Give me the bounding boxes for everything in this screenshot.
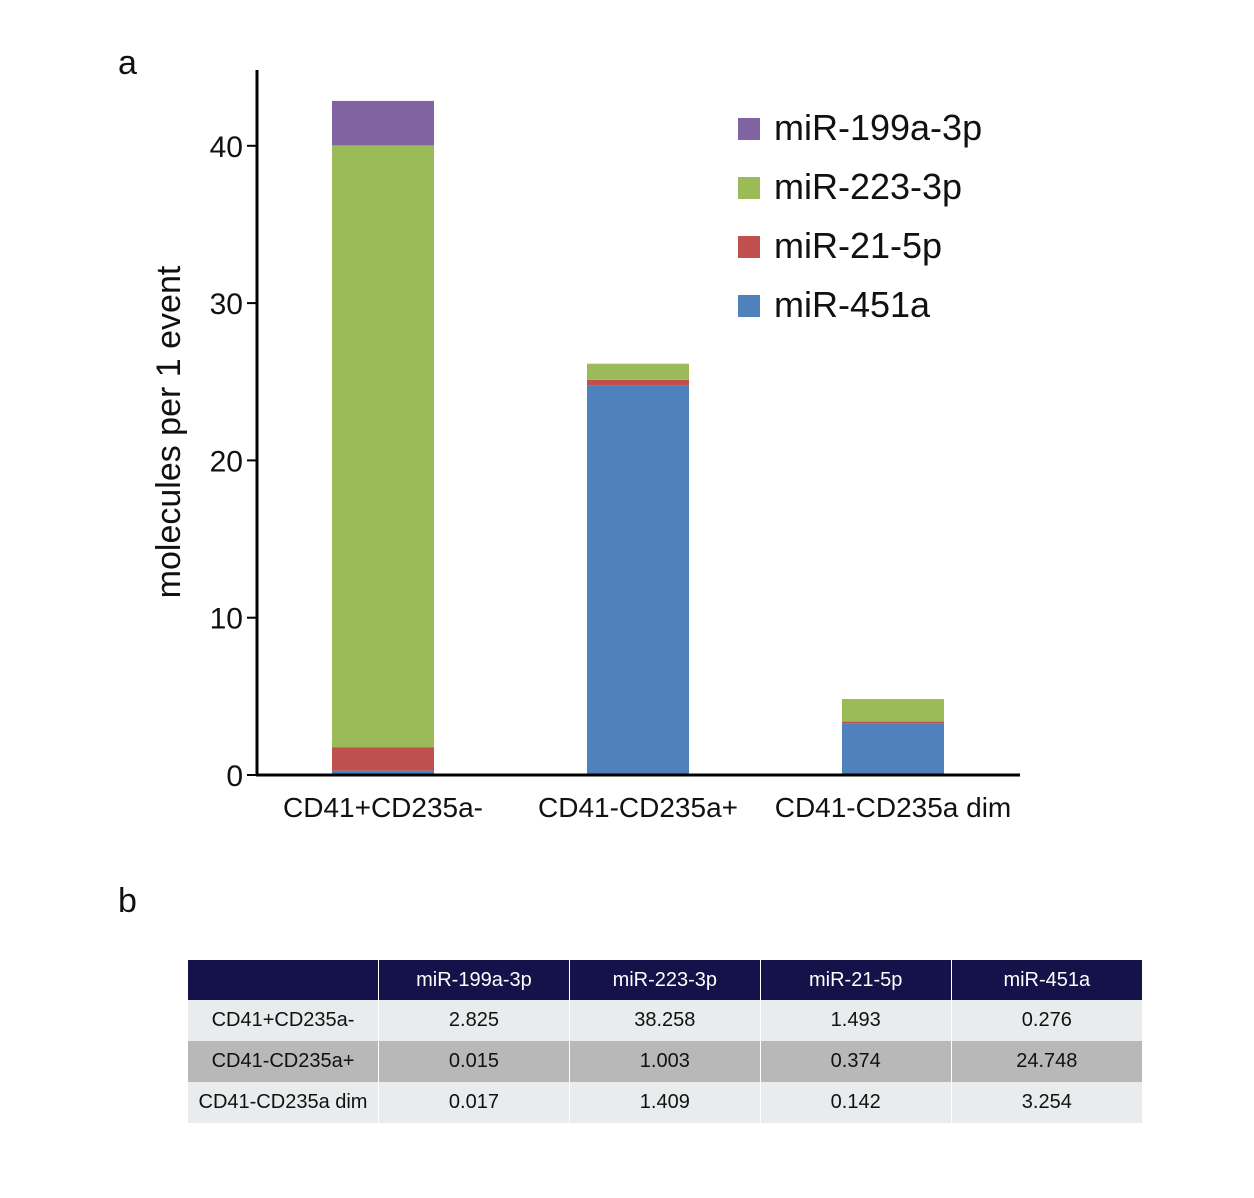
x-category-label: CD41-CD235a dim [775,792,1012,823]
table-cell: 3.254 [950,1082,1142,1123]
table-cell: 1.003 [568,1041,761,1082]
table-header-cell [188,960,379,1000]
bar-segment [587,385,689,775]
table-header-cell: miR-199a-3p [378,960,570,1000]
bar-segment [842,723,944,775]
table-header-cell: miR-451a [950,960,1142,1000]
legend-swatch [738,118,760,140]
table-cell: 1.409 [568,1082,761,1123]
stacked-bar-chart: 0 10 20 30 40 CD41+CD235a- CD41-CD235a+ CD41-CD… [150,70,1020,823]
y-axis-title: molecules per 1 event [150,265,188,598]
bar-segment [332,747,434,771]
y-tick-label: 10 [210,603,243,636]
y-tick-label: 20 [210,445,243,478]
bar-segment [332,100,434,146]
table-cell: 1.493 [759,1000,952,1041]
legend-swatch [738,236,760,258]
table-cell: 0.015 [378,1041,570,1082]
table-header-cell: miR-21-5p [759,960,952,1000]
table-row-label: CD41+CD235a- [188,1000,379,1041]
table-row: CD41-CD235a+ 0.015 1.003 0.374 24.748 [188,1041,1142,1082]
legend-swatch [738,177,760,199]
table-cell: 0.374 [759,1041,952,1082]
table-row-label: CD41-CD235a+ [188,1041,379,1082]
table-cell: 0.142 [759,1082,952,1123]
table-cell: 38.258 [568,1000,761,1041]
legend-label: miR-21-5p [774,225,942,266]
y-tick-label: 30 [210,288,243,321]
table-cell: 0.017 [378,1082,570,1123]
bar-segment [332,770,434,775]
table-row: CD41-CD235a dim 0.017 1.409 0.142 3.254 [188,1082,1142,1123]
bar-segment [842,721,944,724]
table-cell: 24.748 [950,1041,1142,1082]
legend-swatch [738,295,760,317]
table-header-cell: miR-223-3p [568,960,761,1000]
table-row-label: CD41-CD235a dim [188,1082,379,1123]
bar-segment [587,379,689,386]
data-table: miR-199a-3p miR-223-3p miR-21-5p miR-451… [188,960,1142,1123]
bar-segment [332,145,434,748]
y-tick-label: 40 [210,131,243,164]
y-tick-label: 0 [226,760,243,793]
table-cell: 0.276 [950,1000,1142,1041]
legend-label: miR-199a-3p [774,107,982,148]
table-header-row: miR-199a-3p miR-223-3p miR-21-5p miR-451… [188,960,1142,1000]
bar-segment [587,364,689,380]
panel-label-b: b [118,882,137,920]
table-cell: 2.825 [378,1000,570,1041]
legend-label: miR-451a [774,284,931,325]
table-row: CD41+CD235a- 2.825 38.258 1.493 0.276 [188,1000,1142,1041]
x-category-label: CD41+CD235a- [283,792,483,823]
panel-label-a: a [118,44,137,82]
legend-label: miR-223-3p [774,166,962,207]
x-category-label: CD41-CD235a+ [538,792,738,823]
bar-segment [842,699,944,722]
